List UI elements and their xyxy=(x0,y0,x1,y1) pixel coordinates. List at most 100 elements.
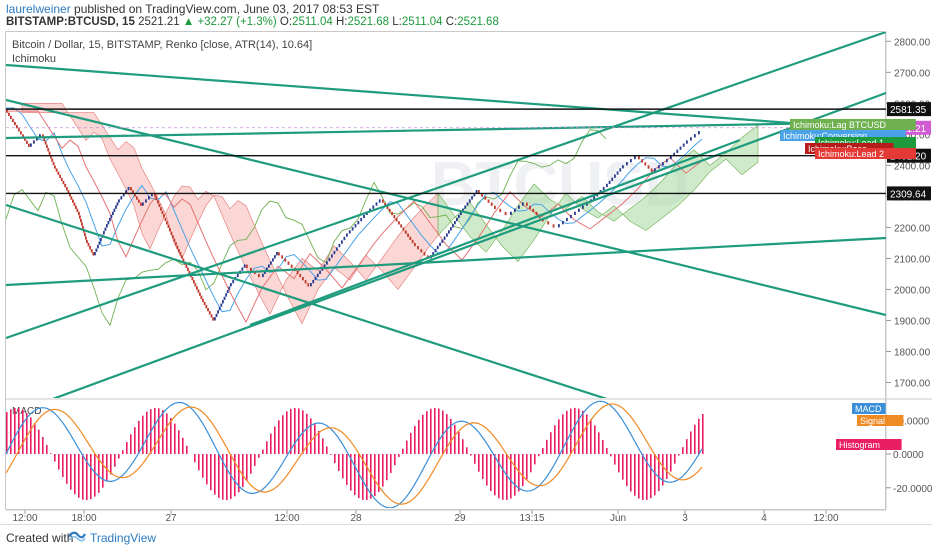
renko-brick xyxy=(334,251,336,254)
renko-brick xyxy=(638,156,640,159)
macd-histogram-bar xyxy=(62,454,64,477)
renko-brick xyxy=(228,286,230,289)
macd-histogram-bar xyxy=(538,454,540,456)
renko-brick xyxy=(156,197,158,200)
macd-histogram-bar xyxy=(494,454,496,495)
renko-brick xyxy=(532,209,534,212)
renko-brick xyxy=(641,159,643,162)
renko-brick xyxy=(437,246,439,249)
renko-brick xyxy=(89,246,91,249)
renko-brick xyxy=(10,116,12,119)
macd-histogram-bar xyxy=(630,454,632,492)
renko-brick xyxy=(178,249,180,252)
renko-brick xyxy=(305,280,307,283)
renko-brick xyxy=(181,255,183,258)
renko-brick xyxy=(281,255,283,258)
renko-brick xyxy=(217,310,219,313)
renko-brick xyxy=(130,187,132,190)
macd-histogram-bar xyxy=(442,411,444,454)
renko-brick xyxy=(142,202,144,205)
created-with-text: Created with xyxy=(6,531,73,545)
renko-brick xyxy=(444,237,446,240)
macd-histogram-bar xyxy=(698,419,700,454)
renko-brick xyxy=(96,249,98,252)
macd-histogram-bar xyxy=(594,425,596,454)
renko-brick xyxy=(26,141,28,144)
renko-brick xyxy=(157,200,159,203)
renko-brick xyxy=(108,221,110,224)
renko-brick xyxy=(33,140,35,143)
macd-histogram-bar xyxy=(82,454,84,500)
macd-histogram-bar xyxy=(246,454,248,481)
renko-brick xyxy=(553,224,555,227)
time-tick-label: 27 xyxy=(165,513,177,524)
tradingview-link[interactable]: TradingView xyxy=(90,531,156,545)
macd-histogram-bar xyxy=(10,409,12,454)
renko-brick xyxy=(379,199,381,202)
renko-brick xyxy=(237,274,239,277)
renko-brick xyxy=(471,196,473,199)
renko-brick xyxy=(412,240,414,243)
renko-brick xyxy=(499,209,501,212)
renko-brick xyxy=(187,268,189,271)
macd-histogram-bar xyxy=(194,454,196,462)
renko-brick xyxy=(195,283,197,286)
renko-brick xyxy=(45,141,47,144)
macd-histogram-bar xyxy=(546,440,548,454)
renko-brick xyxy=(326,261,328,264)
macd-histogram-bar xyxy=(686,439,688,454)
renko-brick xyxy=(63,181,65,184)
macd-histogram-bar xyxy=(482,454,484,479)
macd-histogram-bar xyxy=(622,454,624,480)
renko-brick xyxy=(111,215,113,218)
macd-histogram-bar xyxy=(682,447,684,454)
renko-brick xyxy=(172,235,174,238)
renko-brick xyxy=(114,209,116,212)
renko-brick xyxy=(227,290,229,293)
renko-brick xyxy=(518,206,520,209)
renko-brick xyxy=(274,255,276,258)
renko-brick xyxy=(547,221,549,224)
macd-histogram-bar xyxy=(514,454,516,496)
macd-histogram-bar xyxy=(550,432,552,454)
renko-brick xyxy=(177,246,179,249)
renko-brick xyxy=(694,134,696,137)
renko-brick xyxy=(115,206,117,209)
renko-brick xyxy=(205,305,207,308)
macd-histogram-bar xyxy=(534,454,536,464)
macd-histogram-bar xyxy=(462,439,464,454)
macd-histogram-bar xyxy=(226,454,228,500)
renko-brick xyxy=(16,125,18,128)
renko-brick xyxy=(391,212,393,215)
macd-histogram-bar xyxy=(270,434,272,454)
renko-brick xyxy=(198,289,200,292)
renko-brick xyxy=(204,302,206,305)
renko-brick xyxy=(403,227,405,230)
renko-brick xyxy=(435,249,437,252)
macd-histogram-bar xyxy=(38,430,40,454)
time-tick-label: 3 xyxy=(682,513,688,524)
renko-brick xyxy=(112,212,114,215)
renko-brick xyxy=(140,203,142,206)
macd-legend-label: Signal xyxy=(860,416,885,426)
macd-histogram-bar xyxy=(502,454,504,500)
price-tick-label: 1700.00 xyxy=(894,378,931,389)
renko-brick xyxy=(446,233,448,236)
macd-histogram-bar xyxy=(606,448,608,454)
renko-brick xyxy=(619,168,621,171)
renko-brick xyxy=(262,274,264,277)
renko-brick xyxy=(355,224,357,227)
ichimoku-layer xyxy=(6,32,886,400)
macd-histogram-bar xyxy=(598,432,600,454)
renko-brick xyxy=(92,252,94,255)
macd-histogram-bar xyxy=(410,433,412,454)
renko-brick xyxy=(284,258,286,261)
macd-histogram-bar xyxy=(666,454,668,479)
renko-brick xyxy=(162,211,164,214)
macd-histogram-bar xyxy=(42,437,44,454)
macd-histogram-bar xyxy=(242,454,244,487)
macd-histogram-bar xyxy=(110,454,112,474)
macd-histogram-bar xyxy=(46,445,48,454)
renko-brick xyxy=(448,230,450,233)
